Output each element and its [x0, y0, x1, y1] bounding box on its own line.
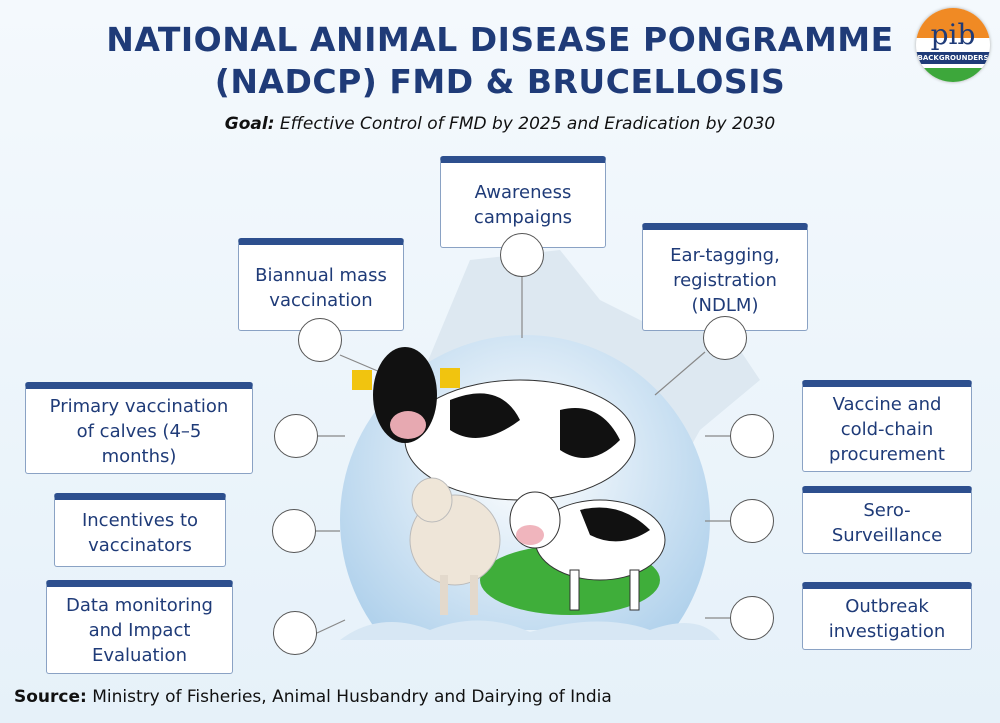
measure-icon [272, 509, 316, 553]
measure-label: (NDLM) [691, 294, 759, 316]
measure-label: Vaccine and [832, 393, 942, 415]
measure-label: Surveillance [831, 525, 943, 546]
measure-box: Data monitoring and Impact Evaluation [46, 580, 233, 674]
measure-icon [730, 499, 774, 543]
measure-box: Outbreak investigation [802, 582, 972, 650]
measure-label: months) [101, 445, 177, 467]
measure-label: Data monitoring [66, 594, 213, 616]
measure-box: Sero- Surveillance [802, 486, 972, 554]
goal: Goal: Effective Control of FMD by 2025 a… [0, 114, 1000, 134]
measure-box: Primary vaccination of calves (4–5 months) [25, 382, 253, 474]
measure-label: vaccination [269, 289, 373, 311]
measure-icon [274, 414, 318, 458]
measure-label: registration [673, 269, 777, 291]
goal-label: Goal: [224, 114, 275, 134]
measure-icon [298, 318, 342, 362]
measure-label: Evaluation [92, 644, 187, 666]
measure-label: and Impact [88, 619, 191, 641]
logo-subtext: BACKGROUNDERS [916, 52, 990, 64]
measure-label: campaigns [473, 207, 573, 228]
measure-label: Biannual mass [255, 264, 387, 286]
measure-label: cold-chain [840, 418, 934, 440]
measure-box: Incentives to vaccinators [54, 493, 226, 567]
measure-label: of calves (4–5 [76, 420, 202, 442]
animals [352, 347, 666, 615]
goal-text: Effective Control of FMD by 2025 and Era… [279, 114, 776, 134]
measure-label: Ear-tagging, [670, 244, 780, 266]
measure-icon [730, 596, 774, 640]
measure-label: vaccinators [88, 535, 192, 556]
measure-label: Primary vaccination [49, 395, 229, 417]
source-label: Source: [14, 687, 87, 707]
measure-icon [703, 316, 747, 360]
measure-box: Awareness campaigns [440, 156, 606, 248]
measure-label: investigation [828, 621, 946, 642]
measure-label: Sero- [863, 500, 911, 521]
measure-label: procurement [829, 443, 945, 465]
measure-box: Vaccine and cold-chain procurement [802, 380, 972, 472]
measure-icon [500, 233, 544, 277]
logo-text: pib [930, 18, 976, 51]
measure-label: Incentives to [81, 510, 199, 531]
measure-box: Ear-tagging, registration (NDLM) [642, 223, 808, 331]
measure-icon [273, 611, 317, 655]
source-text: Ministry of Fisheries, Animal Husbandry … [92, 687, 612, 707]
logo: pib BACKGROUNDERS [916, 8, 990, 82]
title-line: NATIONAL ANIMAL DISEASE PONGRAMME [106, 20, 894, 59]
source: Source: Ministry of Fisheries, Animal Hu… [14, 687, 612, 707]
measure-label: Outbreak [845, 596, 929, 617]
measure-icon [730, 414, 774, 458]
connectors [316, 277, 730, 634]
clouds [340, 620, 720, 640]
title-line: (NADCP) FMD & BRUCELLOSIS [214, 62, 786, 101]
measure-label: Awareness [474, 182, 572, 203]
